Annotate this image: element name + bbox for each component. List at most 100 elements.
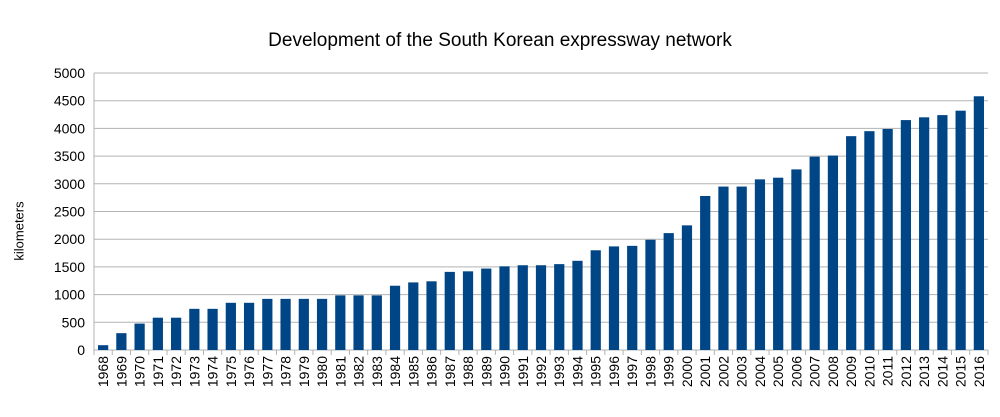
bar: [499, 266, 510, 350]
bar: [535, 265, 547, 350]
bar: [517, 265, 528, 350]
x-tick-label: 1978: [278, 356, 294, 387]
y-tick-label: 2500: [54, 204, 85, 220]
bar: [846, 136, 857, 350]
x-tick-label: 2015: [953, 356, 969, 387]
x-tick-label: 1970: [132, 356, 148, 387]
x-tick-label: 1985: [405, 356, 421, 387]
x-tick-label: 2008: [825, 356, 841, 387]
bar: [645, 239, 656, 350]
x-tick-label: 1989: [478, 356, 494, 387]
x-tick-label: 1969: [113, 356, 129, 387]
x-tick-label: 2003: [734, 356, 750, 387]
x-tick-label: 1990: [497, 356, 513, 387]
bar: [937, 115, 948, 350]
x-tick-label: 1977: [259, 356, 275, 387]
bar: [444, 271, 455, 350]
bar: [718, 186, 729, 350]
x-tick-label: 1992: [533, 356, 549, 387]
x-tick-label: 1997: [624, 356, 640, 387]
bar: [316, 298, 328, 350]
x-tick-label: 2014: [934, 356, 950, 387]
bar: [754, 179, 766, 350]
bar: [116, 333, 127, 350]
bar: [627, 245, 638, 350]
bar: [243, 302, 255, 350]
x-tick-label: 2011: [880, 356, 896, 386]
x-tick-label: 1994: [569, 356, 585, 387]
bar: [681, 225, 693, 350]
x-tick-label: 1995: [588, 356, 604, 387]
bar: [170, 317, 182, 350]
bar: [663, 233, 674, 350]
y-tick-label: 3000: [54, 176, 85, 192]
bar: [572, 260, 583, 350]
x-tick-label: 2004: [752, 356, 768, 387]
bar: [280, 298, 291, 350]
y-tick-label: 0: [77, 342, 85, 358]
bar: [189, 308, 200, 350]
bar: [973, 96, 984, 350]
bar: [554, 264, 565, 350]
bar: [882, 128, 893, 350]
bar: [371, 295, 382, 350]
x-tick-label: 1991: [515, 356, 531, 387]
y-tick-label: 3500: [54, 148, 85, 164]
x-tick-label: 2010: [861, 356, 877, 387]
bar: [335, 295, 346, 350]
x-tick-label: 1996: [606, 356, 622, 387]
y-tick-label: 500: [62, 314, 86, 330]
bar: [152, 317, 163, 350]
x-tick-label: 1973: [186, 356, 202, 387]
x-tick-label: 1974: [205, 356, 221, 387]
x-tick-label: 1993: [551, 356, 567, 387]
y-tick-label: 1000: [54, 287, 85, 303]
x-tick-label: 2009: [843, 356, 859, 387]
bar: [408, 282, 419, 350]
bar: [608, 246, 620, 350]
bar: [809, 156, 820, 350]
x-tick-label: 1971: [150, 356, 166, 387]
x-tick-label: 2000: [679, 356, 695, 387]
x-tick-label: 1972: [168, 356, 184, 387]
x-tick-label: 1976: [241, 356, 257, 387]
x-tick-label: 1975: [223, 356, 239, 387]
y-tick-label: 5000: [54, 65, 85, 81]
bar: [353, 295, 364, 350]
y-tick-label: 4500: [54, 93, 85, 109]
bar: [919, 117, 930, 350]
x-tick-label: 1999: [661, 356, 677, 387]
bar: [98, 345, 109, 350]
bar: [298, 298, 309, 350]
bar: [481, 268, 492, 350]
x-tick-label: 1988: [460, 356, 476, 387]
x-tick-label: 1998: [642, 356, 658, 387]
bar: [864, 131, 875, 350]
bar: [736, 186, 747, 350]
x-tick-label: 1982: [351, 356, 367, 387]
x-tick-label: 2005: [770, 356, 786, 387]
x-tick-label: 2002: [715, 356, 731, 387]
bar: [389, 285, 401, 350]
bar: [791, 169, 802, 350]
x-tick-label: 1968: [95, 356, 111, 387]
x-tick-label: 1984: [387, 356, 403, 387]
bar: [590, 250, 601, 350]
x-tick-label: 1983: [369, 356, 385, 387]
bar: [700, 195, 711, 350]
bar: [900, 120, 912, 350]
bar: [773, 177, 784, 350]
x-tick-label: 2006: [788, 356, 804, 387]
bar: [827, 155, 839, 350]
y-tick-label: 4000: [54, 120, 85, 136]
x-tick-label: 2012: [898, 356, 914, 387]
x-tick-label: 2016: [971, 356, 987, 387]
bar: [207, 308, 218, 350]
x-tick-label: 2013: [916, 356, 932, 387]
y-tick-label: 1500: [54, 259, 85, 275]
y-tick-label: 2000: [54, 231, 85, 247]
x-tick-label: 1980: [314, 356, 330, 387]
chart-title: Development of the South Korean expressw…: [268, 30, 732, 51]
x-tick-label: 1981: [332, 356, 348, 387]
